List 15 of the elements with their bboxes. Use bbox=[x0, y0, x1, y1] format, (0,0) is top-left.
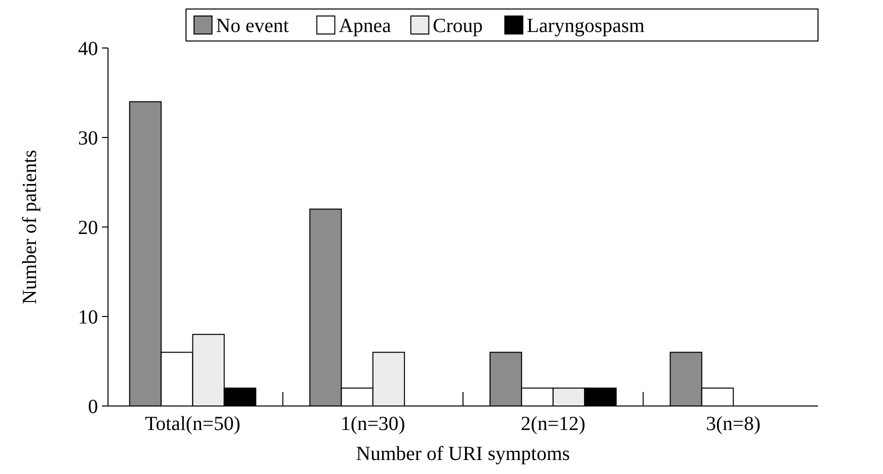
y-tick-label: 20 bbox=[78, 217, 98, 239]
x-tick-label: 1(n=30) bbox=[340, 413, 406, 435]
legend-label: Apnea bbox=[338, 15, 392, 37]
legend-label: Laryngospasm bbox=[526, 15, 645, 37]
x-tick-label: Total(n=50) bbox=[144, 413, 240, 435]
y-tick-label: 10 bbox=[78, 306, 98, 328]
y-tick-label: 0 bbox=[88, 396, 98, 418]
legend-label: No event bbox=[216, 15, 290, 37]
y-axis-title: Number of patients bbox=[19, 150, 41, 304]
x-tick-label: 3(n=8) bbox=[706, 413, 761, 435]
x-tick-label: 2(n=12) bbox=[520, 413, 586, 435]
x-axis-title: Number of URI symptoms bbox=[356, 443, 570, 465]
y-tick-label: 30 bbox=[78, 128, 98, 150]
y-tick-label: 40 bbox=[78, 38, 98, 60]
legend-label: Croup bbox=[432, 15, 483, 37]
